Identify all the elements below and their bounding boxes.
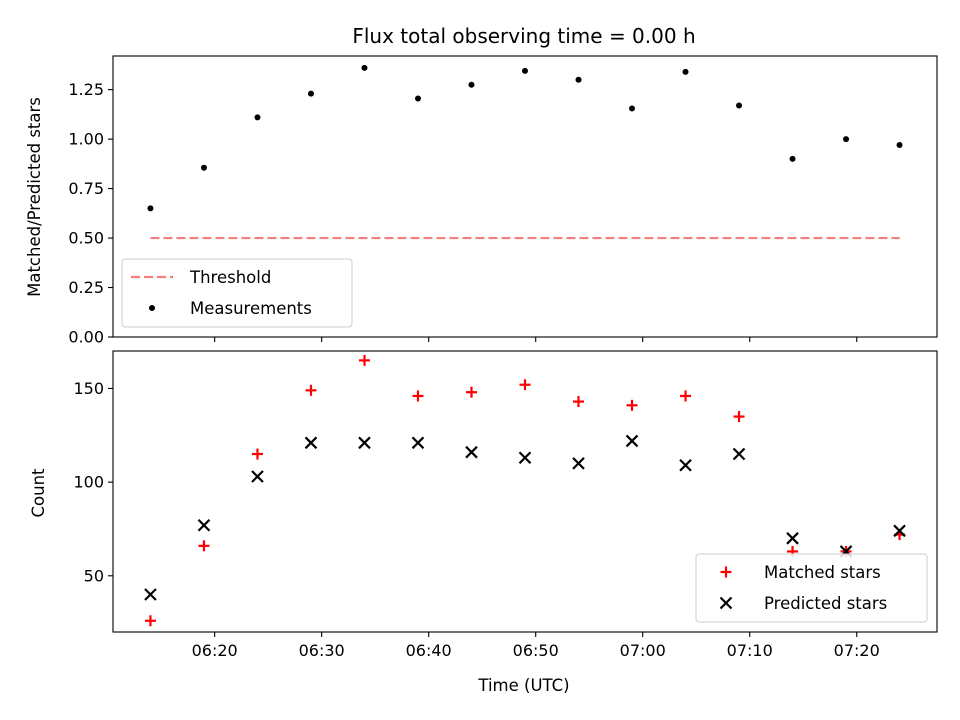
matched-star-point <box>465 386 477 398</box>
measurement-point <box>307 90 314 97</box>
top-y-axis-label: Matched/Predicted stars <box>25 97 44 297</box>
top-panel: 0.00 0.25 0.50 0.75 1.00 1.25 Threshold Measure… <box>68 55 938 347</box>
bottom-x-tick-label: 06:40 <box>406 641 452 660</box>
predicted-star-point <box>144 588 157 601</box>
predicted-star-point <box>679 458 692 472</box>
top-legend-box <box>121 258 353 328</box>
bottom-x-tick-label: 07:10 <box>727 641 773 660</box>
predicted-star-point <box>625 434 639 448</box>
legend-handle-measurements <box>149 305 155 311</box>
predicted-star-point <box>518 451 532 465</box>
matched-star-point <box>573 396 585 408</box>
legend-label: Predicted stars <box>764 594 887 613</box>
predicted-star-point <box>251 470 264 483</box>
predicted-star-point <box>732 447 746 461</box>
matched-star-point <box>412 390 424 402</box>
measurement-point <box>843 136 850 143</box>
top-chart-title: Flux total observing time = 0.00 h <box>352 24 695 48</box>
top-y-tick-label: 0.50 <box>68 229 104 248</box>
legend-label: Matched stars <box>764 563 881 582</box>
bottom-y-tick-label: 50 <box>84 566 104 585</box>
predicted-star-point <box>304 436 318 450</box>
bottom-x-axis-label: Time (UTC) <box>477 676 569 695</box>
predicted-star-point <box>411 436 425 450</box>
bottom-y-tick-label: 150 <box>73 379 104 398</box>
predicted-star-point <box>197 518 211 532</box>
measurement-point <box>896 142 903 149</box>
bottom-x-tick-label: 06:50 <box>513 641 559 660</box>
measurement-point <box>254 114 261 121</box>
top-legend: Threshold Measurements <box>121 258 353 328</box>
measurement-point <box>629 105 636 112</box>
matched-star-point <box>519 379 531 391</box>
bottom-panel: 50 100 150 06:20 06:30 06:40 06:50 07:00 07:10 07… <box>73 350 938 660</box>
measurement-point <box>468 81 475 88</box>
bottom-x-tick-label: 06:30 <box>299 641 345 660</box>
bottom-x-tick-label: 07:00 <box>620 641 666 660</box>
matched-star-point <box>198 540 210 552</box>
legend-handle-matched <box>720 566 732 578</box>
bottom-y-tick-label: 100 <box>73 473 104 492</box>
top-y-tick-label: 1.00 <box>68 130 104 149</box>
legend-label: Measurements <box>190 299 312 318</box>
predicted-star-point <box>465 445 478 459</box>
measurement-point <box>682 68 689 75</box>
matched-star-point <box>626 399 638 411</box>
bottom-legend: Matched stars Predicted stars <box>695 553 928 623</box>
bottom-x-tick-label: 07:20 <box>834 641 880 660</box>
matched-star-point <box>144 615 156 627</box>
measurement-point <box>200 164 207 171</box>
matched-star-point <box>680 390 692 402</box>
top-axes-frame <box>112 55 938 338</box>
predicted-star-point <box>786 532 799 545</box>
legend-handle-predicted <box>719 596 733 610</box>
measurement-point <box>361 64 368 71</box>
bottom-axes-frame <box>112 350 938 633</box>
matched-star-point <box>733 411 745 423</box>
measurement-point <box>147 205 154 212</box>
top-y-tick-label: 0.25 <box>68 278 104 297</box>
bottom-y-axis-label: Count <box>29 468 48 518</box>
measurement-point <box>789 155 796 162</box>
measurement-point <box>522 67 528 74</box>
top-y-tick-label: 0.00 <box>68 328 104 347</box>
predicted-star-point <box>358 436 371 450</box>
predicted-star-point <box>893 524 906 538</box>
matched-star-point <box>251 448 263 460</box>
measurement-point <box>736 102 743 109</box>
bottom-legend-box <box>695 553 928 623</box>
measurement-point <box>414 95 421 102</box>
legend-label: Threshold <box>189 268 271 287</box>
measurement-point <box>575 76 582 83</box>
matched-star-point <box>358 354 370 366</box>
bottom-x-tick-label: 06:20 <box>192 641 238 660</box>
matched-star-point <box>305 384 317 396</box>
top-y-tick-label: 0.75 <box>68 179 104 198</box>
predicted-star-point <box>572 457 585 470</box>
top-y-tick-label: 1.25 <box>68 80 104 99</box>
